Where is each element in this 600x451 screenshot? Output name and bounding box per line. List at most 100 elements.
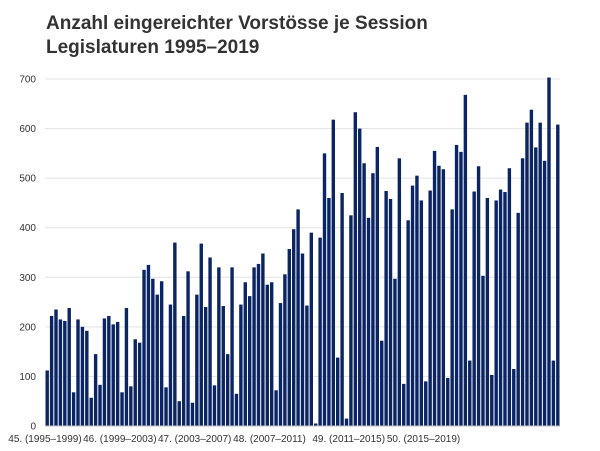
bar [142, 269, 146, 426]
bar [89, 397, 93, 426]
bar [107, 315, 111, 426]
x-tick-label: 49. (2011–2015) [312, 434, 385, 445]
bar [155, 294, 159, 426]
bar [199, 243, 203, 426]
bar [498, 189, 503, 426]
bar [58, 319, 63, 426]
bar [71, 392, 76, 426]
bar [512, 368, 516, 426]
bar [190, 402, 195, 426]
bar [164, 387, 168, 426]
bar [296, 209, 300, 426]
bar [494, 200, 498, 426]
y-tick-label: 500 [19, 174, 36, 185]
bar [353, 112, 358, 426]
bar [366, 217, 371, 426]
bar [265, 284, 269, 426]
bar [278, 303, 283, 426]
bar [234, 393, 239, 426]
x-tick-label: 50. (2015–2019) [387, 434, 460, 445]
x-tick-label: 48. (2007–2011) [233, 434, 306, 445]
x-tick-label: 45. (1995–1999) [8, 434, 81, 445]
y-tick-label: 400 [19, 223, 36, 234]
bar [85, 330, 89, 426]
bar [397, 158, 402, 427]
chart-subtitle: Legislaturen 1995–2019 [46, 37, 260, 58]
y-tick-label: 700 [19, 75, 36, 86]
bar [300, 253, 305, 426]
bar [261, 253, 265, 426]
bar [415, 175, 419, 426]
bar [230, 267, 234, 426]
bar [476, 166, 481, 426]
bar [516, 212, 520, 426]
bar [358, 128, 362, 427]
bar [225, 354, 230, 426]
bar [450, 209, 454, 426]
y-tick-label: 200 [19, 322, 36, 333]
bar [507, 168, 512, 426]
bar [380, 340, 384, 426]
y-tick-label: 600 [19, 124, 36, 135]
bar [340, 193, 344, 426]
bar [437, 165, 441, 426]
bar [49, 315, 54, 426]
bar [186, 271, 190, 426]
bar [463, 94, 468, 426]
bar [283, 274, 287, 426]
bar [124, 308, 129, 426]
bar [490, 374, 494, 426]
bar [252, 267, 256, 426]
y-tick-label: 100 [19, 372, 36, 383]
bar [402, 383, 406, 426]
bar [331, 119, 336, 427]
bar [76, 319, 80, 426]
bar [274, 390, 278, 426]
y-tick-label: 300 [19, 273, 36, 284]
bar [375, 146, 380, 427]
chart-title: Anzahl eingereichter Vorstösse je Sessio… [46, 13, 428, 34]
bar [239, 304, 243, 426]
bar [542, 160, 547, 427]
bar [269, 282, 274, 426]
bar [468, 360, 472, 426]
bar [111, 324, 115, 426]
bar [441, 169, 446, 426]
bar [384, 191, 388, 426]
bar [314, 423, 318, 426]
bar [177, 401, 181, 426]
bar [503, 192, 507, 426]
x-tick-label: 47. (2003–2007) [158, 434, 231, 445]
bar [305, 305, 309, 426]
bar [221, 306, 225, 426]
bar [406, 220, 410, 426]
bar [98, 384, 102, 426]
bar [318, 237, 322, 426]
bar [327, 197, 331, 426]
bar [208, 257, 212, 426]
bar [525, 122, 529, 426]
bar [203, 307, 208, 426]
bar [159, 281, 164, 426]
bar [137, 342, 142, 426]
bar [54, 309, 58, 426]
bar [344, 418, 349, 426]
bar [349, 215, 353, 426]
bar [529, 109, 534, 426]
bar [247, 296, 252, 426]
bar [287, 249, 291, 426]
bar [212, 385, 217, 426]
y-tick-label: 0 [30, 422, 36, 433]
bar [446, 377, 450, 426]
bar [472, 191, 476, 426]
bar [93, 354, 98, 426]
bar [129, 386, 133, 426]
bar [115, 321, 120, 426]
bar [181, 315, 186, 426]
bar [217, 267, 221, 426]
bar [393, 278, 397, 426]
bar [551, 360, 556, 426]
bar [362, 163, 366, 426]
bar [481, 275, 485, 426]
